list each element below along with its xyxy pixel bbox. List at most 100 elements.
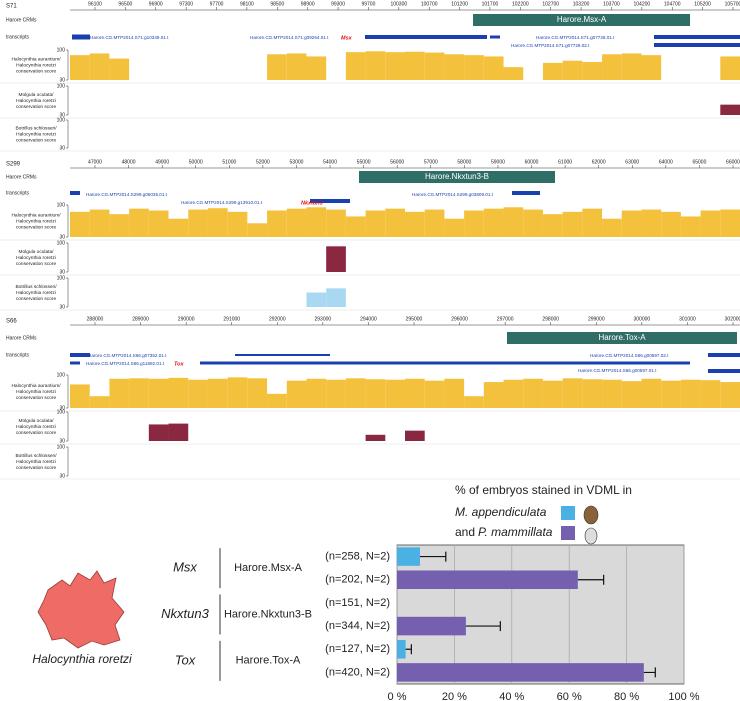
crm-box (507, 332, 737, 344)
gene-label: Nkxtun3 (161, 606, 209, 621)
conservation-bin (700, 380, 721, 408)
coord-label: 298000 (542, 316, 559, 322)
track-label: Molgula oculata/ (19, 418, 55, 424)
conservation-bin (89, 53, 110, 80)
conservation-bin (483, 56, 504, 80)
conservation-bin (405, 378, 425, 408)
track-label: Halocynthia roretzi (16, 290, 56, 296)
conservation-bin (661, 380, 681, 408)
crm-track-label: Harore CRMs (6, 17, 37, 23)
coord-label: 102200 (512, 1, 529, 7)
conservation-bin (267, 210, 287, 237)
category-label: (n=202, N=2) (325, 574, 390, 586)
conservation-bin (227, 377, 248, 408)
gene-name: Tox (174, 361, 185, 367)
conservation-bin (326, 246, 346, 272)
coord-label: 47000 (88, 159, 102, 165)
transcript-name: Harore.CG.MTP2014.S66.g00597.01.t (578, 368, 657, 373)
crm-label: Harore.Msx-A (557, 15, 607, 24)
bar (397, 616, 466, 636)
conservation-bin (444, 54, 465, 80)
conservation-bin (602, 379, 622, 408)
conservation-bin (405, 211, 425, 237)
coord-label: 66000 (726, 159, 740, 165)
gene-name: Msx (341, 35, 353, 41)
transcript-name: Harore.CG.MTP2014.S71.g07728.02.t (511, 43, 590, 48)
coord-label: 104700 (664, 1, 681, 7)
track-label: Halocynthia roretzi (16, 98, 56, 104)
conservation-bin (286, 53, 307, 80)
crm-track-label: Harore CRMs (6, 335, 37, 341)
coord-label: 99700 (361, 1, 375, 7)
legend-label: P. mammillata (478, 525, 553, 539)
coord-label: 100700 (421, 1, 438, 7)
conservation-bin (89, 396, 110, 408)
track-label: Halocynthia roretzi (16, 255, 56, 261)
conservation-bin (562, 211, 583, 237)
crm-label: Harore.Nkxtun3-B (425, 172, 489, 181)
x-tick-label: 20 % (442, 691, 467, 701)
conservation-bin (680, 216, 701, 237)
conservation-bin (345, 378, 366, 408)
conservation-bin (621, 381, 642, 408)
conservation-bin (207, 378, 228, 408)
coord-label: 50000 (189, 159, 203, 165)
conservation-bin (306, 56, 327, 80)
conservation-bin (641, 378, 662, 408)
crm-box (473, 14, 690, 26)
track-tick-label: 30 (59, 473, 65, 479)
legend-swatch (561, 526, 575, 540)
species-icon (37, 570, 125, 649)
gene-name: Nkxtun3 (301, 200, 323, 206)
track-label: conservation score (16, 224, 57, 230)
conservation-bin (602, 54, 622, 80)
embryo-icon (584, 527, 598, 545)
conservation-bin (168, 423, 189, 441)
bar (397, 663, 644, 682)
track-tick-label: 30 (59, 112, 65, 118)
coord-label: 54000 (323, 159, 337, 165)
track-label: Botrillus schlosseri/ (15, 284, 57, 290)
conservation-bin (503, 207, 524, 237)
conservation-bin (385, 208, 405, 237)
crm-name: Harore.Nkxtun3-B (224, 608, 312, 620)
coord-label: 58000 (457, 159, 471, 165)
category-label: (n=258, N=2) (325, 550, 390, 562)
conservation-bin (562, 378, 583, 408)
category-label: (n=420, N=2) (325, 666, 390, 678)
transcripts-label: transcripts (6, 352, 30, 358)
coord-label: 96500 (118, 1, 132, 7)
conservation-bin (621, 53, 642, 80)
track-label: Halocynthia roretzi (16, 218, 56, 224)
conservation-bin (345, 52, 366, 80)
conservation-bin (207, 208, 228, 237)
conservation-bin (148, 210, 169, 237)
coord-label: 61000 (558, 159, 572, 165)
conservation-bin (306, 378, 327, 408)
conservation-bin (129, 208, 149, 237)
conservation-bin (503, 379, 524, 408)
coord-label: 55000 (357, 159, 371, 165)
track-tick-label: 30 (59, 234, 65, 240)
conservation-bin (405, 430, 425, 441)
x-tick-label: 100 % (668, 691, 699, 701)
conservation-bin (562, 60, 583, 80)
track-label: conservation score (16, 137, 57, 143)
embryo-icon (583, 505, 599, 525)
bar (397, 639, 406, 659)
coord-label: 63000 (625, 159, 639, 165)
coord-label: 59000 (491, 159, 505, 165)
legend-conjunction: and (455, 525, 475, 539)
conservation-bin (345, 216, 366, 237)
coord-label: 49000 (155, 159, 169, 165)
transcript-name: Harore.CG.MTP2014.S299.g13910.01.t (181, 200, 263, 205)
coord-label: 105200 (694, 1, 711, 7)
track-label: Halocynthia roretzi (16, 389, 56, 395)
scaffold-name: S71 (6, 4, 17, 10)
conservation-bin (641, 55, 662, 80)
conservation-bin (306, 207, 327, 237)
conservation-bin (523, 378, 543, 408)
coord-label: 297000 (497, 316, 514, 322)
error-bar (577, 574, 605, 585)
